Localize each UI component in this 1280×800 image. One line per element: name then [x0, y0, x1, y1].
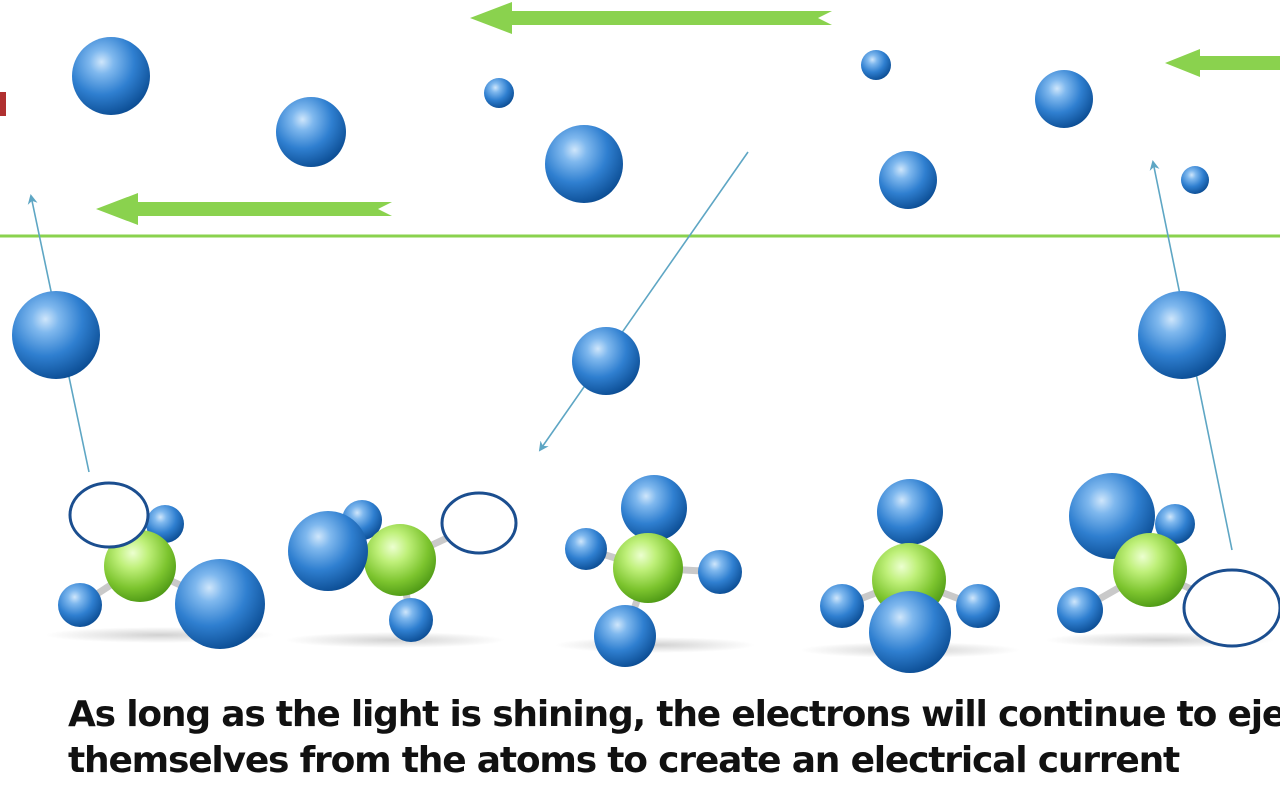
electron [146, 505, 184, 543]
molecule-3 [555, 475, 755, 667]
electron [545, 125, 623, 203]
electron [288, 511, 368, 591]
electron [594, 605, 656, 667]
electron-vacancy [68, 481, 150, 549]
trajectory-middle [538, 151, 749, 452]
electron [1035, 70, 1093, 128]
electron [72, 37, 150, 115]
molecule-2 [285, 491, 518, 648]
electron [12, 291, 100, 379]
electron [58, 583, 102, 627]
current-arrow-top [470, 2, 832, 34]
electron [820, 584, 864, 628]
electron-vacancy [1182, 568, 1280, 648]
electron [879, 151, 937, 209]
nucleus [1113, 533, 1187, 607]
molecule-4 [800, 479, 1020, 673]
ejected-electrons [12, 291, 1226, 395]
electron [1155, 504, 1195, 544]
caption-line-1: As long as the light is shining, the ele… [68, 694, 1280, 735]
electron [1138, 291, 1226, 379]
nucleus [613, 533, 683, 603]
electron-vacancy [440, 491, 518, 555]
molecule-5 [1045, 473, 1280, 648]
caption: As long as the light is shining, the ele… [68, 692, 1280, 784]
electron [621, 475, 687, 541]
electron [276, 97, 346, 167]
nucleus [104, 530, 176, 602]
electron [572, 327, 640, 395]
free-electrons [72, 37, 1209, 209]
electron [565, 528, 607, 570]
electron [861, 50, 891, 80]
electron [484, 78, 514, 108]
caption-line-2: themselves from the atoms to create an e… [68, 740, 1180, 781]
electron [1181, 166, 1209, 194]
nucleus [364, 524, 436, 596]
electron [877, 479, 943, 545]
electron [1057, 587, 1103, 633]
current-arrow-left [96, 193, 392, 225]
electron [956, 584, 1000, 628]
electron [175, 559, 265, 649]
edge-marker [0, 92, 6, 116]
current-arrow-right [1165, 49, 1280, 77]
electron [869, 591, 951, 673]
molecule-1 [45, 481, 275, 649]
electron [389, 598, 433, 642]
electron [698, 550, 742, 594]
